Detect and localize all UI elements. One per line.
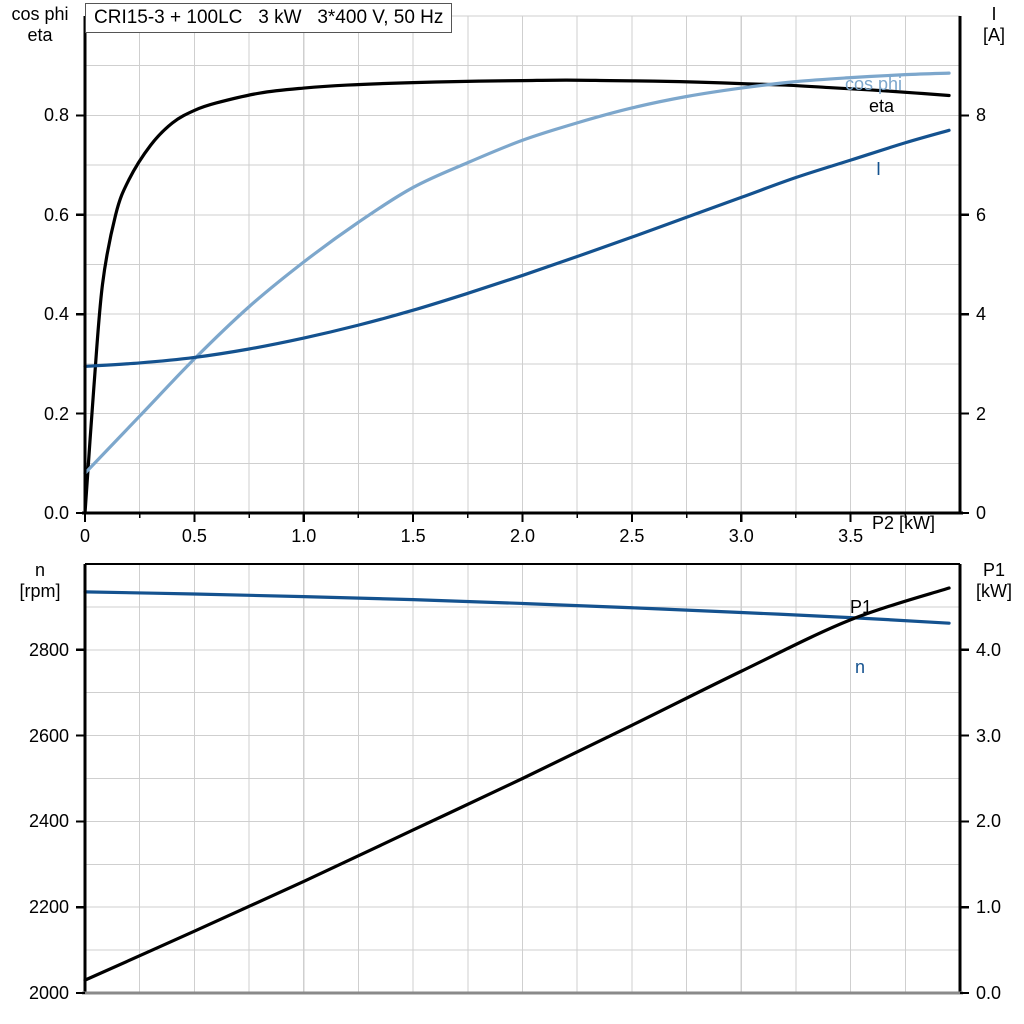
top-y2tick-label: 2 <box>976 403 987 424</box>
top-xtick-label: 0 <box>79 526 90 546</box>
top-y2tick-label: 0 <box>976 503 987 523</box>
top-xtick-label: 1.5 <box>400 526 426 546</box>
bottom-ytick-label: 2800 <box>28 639 69 660</box>
top-y2tick-label: 6 <box>976 204 987 225</box>
bottom-y2tick-label: 2.0 <box>976 811 1002 832</box>
curve-label-power-input: P1 <box>850 597 873 617</box>
bottom-y2tick-label: 0.0 <box>976 983 1002 1003</box>
top-left-axis-title-line1: cos phi <box>11 4 69 24</box>
top-ytick-label: 0.2 <box>43 403 69 424</box>
bottom-ytick-label: 2200 <box>28 897 69 918</box>
top-right-axis-title-line1: I <box>991 4 997 24</box>
top-xtick-label: 2.0 <box>509 526 536 546</box>
top-ytick-label: 0.6 <box>43 204 69 225</box>
curve-label-cos-phi: cos phi <box>845 74 903 94</box>
top-xtick-label: 3.0 <box>728 526 754 546</box>
bottom-ytick-label: 2600 <box>28 725 69 746</box>
top-ytick-label: 0.4 <box>43 304 69 325</box>
bottom-right-axis-title-line2: [kW] <box>976 581 1012 601</box>
top-right-axis-title-line2: [A] <box>982 25 1005 45</box>
top-ytick-label: 0.0 <box>43 503 69 523</box>
chart-title-box: CRI15-3 + 100LC 3 kW 3*400 V, 50 Hz <box>85 3 453 33</box>
bottom-chart-panel: n [rpm] P1 [kW] P1 n 2000 2200 2400 2600 280… <box>0 548 1024 1024</box>
top-chart-plot <box>76 15 969 522</box>
curve-label-current: I <box>876 159 882 179</box>
bottom-left-axis-title-line1: n <box>34 560 45 580</box>
bottom-chart-plot <box>76 563 969 995</box>
top-left-axis-title-line2: eta <box>27 25 53 45</box>
bottom-y2tick-label: 1.0 <box>976 897 1002 918</box>
bottom-left-axis-title-line2: [rpm] <box>19 581 61 601</box>
bottom-ytick-label: 2000 <box>28 983 69 1003</box>
bottom-ytick-label: 2400 <box>28 811 69 832</box>
top-ytick-label: 0.8 <box>43 105 69 126</box>
curve-label-eta: eta <box>869 96 895 116</box>
top-xtick-label: 2.5 <box>619 526 645 546</box>
bottom-right-axis-title-line1: P1 <box>982 560 1006 580</box>
curve-label-speed: n <box>855 657 866 677</box>
top-chart-panel: CRI15-3 + 100LC 3 kW 3*400 V, 50 Hz cos … <box>11 3 1005 546</box>
bottom-y2tick-label: 4.0 <box>976 639 1002 660</box>
top-xtick-label: 0.5 <box>181 526 207 546</box>
top-y2tick-label: 8 <box>976 105 987 126</box>
top-xtick-label: 3.5 <box>838 526 864 546</box>
top-x-axis-title: P2 [kW] <box>872 513 936 533</box>
top-xtick-label: 1.0 <box>291 526 317 546</box>
top-y2tick-label: 4 <box>976 304 987 325</box>
bottom-y2tick-label: 3.0 <box>976 725 1002 746</box>
